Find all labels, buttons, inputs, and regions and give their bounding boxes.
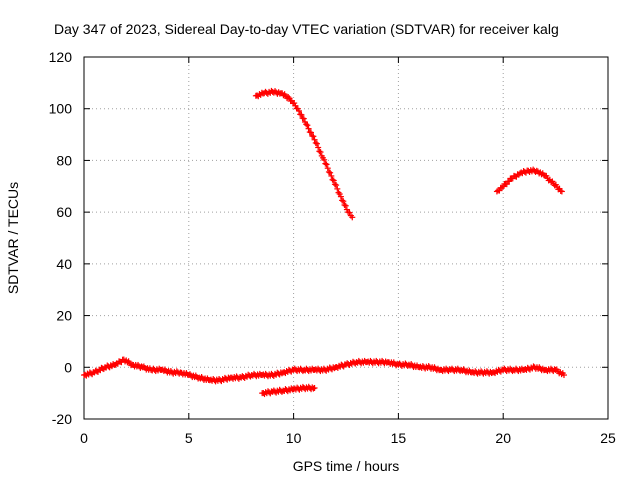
grid-layer	[84, 57, 608, 419]
plot-frame	[83, 56, 609, 420]
y-tick-label: 40	[56, 256, 72, 272]
x-tick-label: 20	[495, 430, 511, 446]
y-tick-label: 80	[56, 152, 72, 168]
y-tick-label: 120	[49, 49, 73, 65]
x-tick-label: 25	[600, 430, 616, 446]
y-tick-label: 60	[56, 204, 72, 220]
tick-layer: 0 5 10 15 20 25 -20 0 20 40 60 80 100 120	[49, 49, 616, 446]
series-layer	[81, 87, 567, 398]
series-arc-4-high	[493, 166, 565, 195]
series-arc-1-low	[81, 356, 567, 385]
x-tick-label: 5	[185, 430, 193, 446]
y-tick-label: 0	[64, 359, 72, 375]
x-tick-label: 0	[80, 430, 88, 446]
y-tick-label: 20	[56, 308, 72, 324]
y-tick-label: 100	[49, 101, 73, 117]
chart-title: Day 347 of 2023, Sidereal Day-to-day VTE…	[54, 21, 559, 37]
y-tick-label: -20	[52, 411, 72, 427]
series-arc-3-high	[252, 87, 356, 221]
x-axis-label: GPS time / hours	[293, 458, 400, 474]
x-tick-label: 10	[286, 430, 302, 446]
y-axis-label: SDTVAR / TECUs	[5, 182, 21, 294]
x-tick-label: 15	[391, 430, 407, 446]
series-arc-2-short	[259, 383, 318, 398]
